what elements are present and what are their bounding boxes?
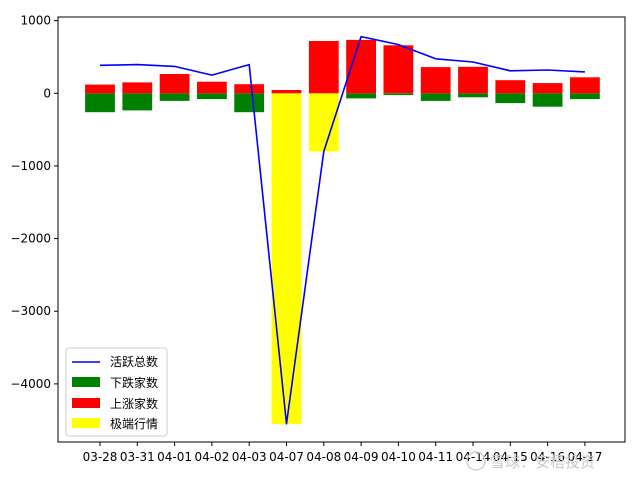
legend-box [65, 347, 168, 437]
x-tick-label: 04-07 [269, 450, 304, 464]
x-tick-label: 04-17 [567, 450, 602, 464]
down-bar [234, 93, 265, 113]
down-bar [420, 93, 451, 101]
up-bar [234, 84, 265, 94]
down-bar [495, 93, 526, 104]
down-bar [570, 93, 600, 100]
extreme-bar [308, 93, 339, 152]
up-bar [85, 84, 115, 94]
legend-label-down: 下跌家数 [110, 375, 158, 390]
x-tick-label: 03-28 [83, 450, 118, 464]
up-bar [159, 74, 190, 94]
up-bar [271, 90, 302, 94]
x-axis: 03-28 03-31 04-01 04-02 04-03 04-07 04-08 04-09… [83, 442, 602, 464]
up-bar [420, 67, 451, 94]
x-tick-label: 04-02 [194, 450, 229, 464]
x-tick-label: 04-15 [493, 450, 528, 464]
x-tick-label: 04-08 [306, 450, 341, 464]
y-tick-label: −1000 [10, 159, 51, 173]
up-bar [495, 80, 526, 94]
up-bar [197, 81, 227, 94]
up-bars [85, 39, 600, 94]
x-tick-label: 04-03 [232, 450, 267, 464]
down-bar [159, 93, 190, 101]
up-bar [122, 82, 153, 94]
y-tick-label: −3000 [10, 304, 51, 318]
x-tick-label: 04-01 [157, 450, 192, 464]
up-bar [458, 66, 488, 94]
y-tick-label: 1000 [20, 14, 51, 28]
down-bars [85, 93, 600, 113]
y-axis: 1000 0 −1000 −2000 −3000 −4000 [10, 14, 58, 391]
legend-swatch-down [72, 377, 100, 387]
down-bar [197, 93, 227, 100]
plot-frame [57, 16, 626, 443]
active-total-line-layer [99, 35, 585, 425]
up-bar [308, 41, 339, 94]
up-bar [570, 77, 600, 94]
y-tick-label: 0 [43, 86, 51, 100]
y-tick-label: −4000 [10, 377, 51, 391]
down-bar [458, 93, 488, 98]
x-tick-label: 03-31 [120, 450, 155, 464]
watermark: 雪球：安梧投资 [466, 451, 595, 471]
legend-label-extreme: 极端行情 [110, 417, 158, 431]
x-tick-label: 04-11 [418, 450, 453, 464]
watermark-logo-icon [466, 451, 486, 471]
down-bar [122, 93, 153, 111]
watermark-text: 雪球：安梧投资 [490, 453, 595, 471]
down-bar [383, 93, 414, 96]
x-tick-label: 04-10 [381, 450, 416, 464]
active-total-line [99, 35, 585, 425]
legend: 活跃总数 下跌家数 上涨家数 极端行情 [65, 347, 168, 437]
down-bar [85, 93, 115, 113]
x-tick-label: 04-09 [344, 450, 379, 464]
x-tick-label: 04-16 [530, 450, 565, 464]
up-bar [383, 45, 414, 94]
down-bar [346, 93, 376, 99]
down-bar [532, 93, 563, 107]
y-tick-label: −2000 [10, 232, 51, 246]
extreme-bar [271, 93, 302, 424]
legend-label-active-total: 活跃总数 [110, 354, 158, 369]
legend-swatch-extreme [72, 418, 100, 428]
up-bar [532, 83, 563, 94]
legend-label-up: 上涨家数 [110, 396, 158, 411]
legend-swatch-up [72, 398, 100, 408]
